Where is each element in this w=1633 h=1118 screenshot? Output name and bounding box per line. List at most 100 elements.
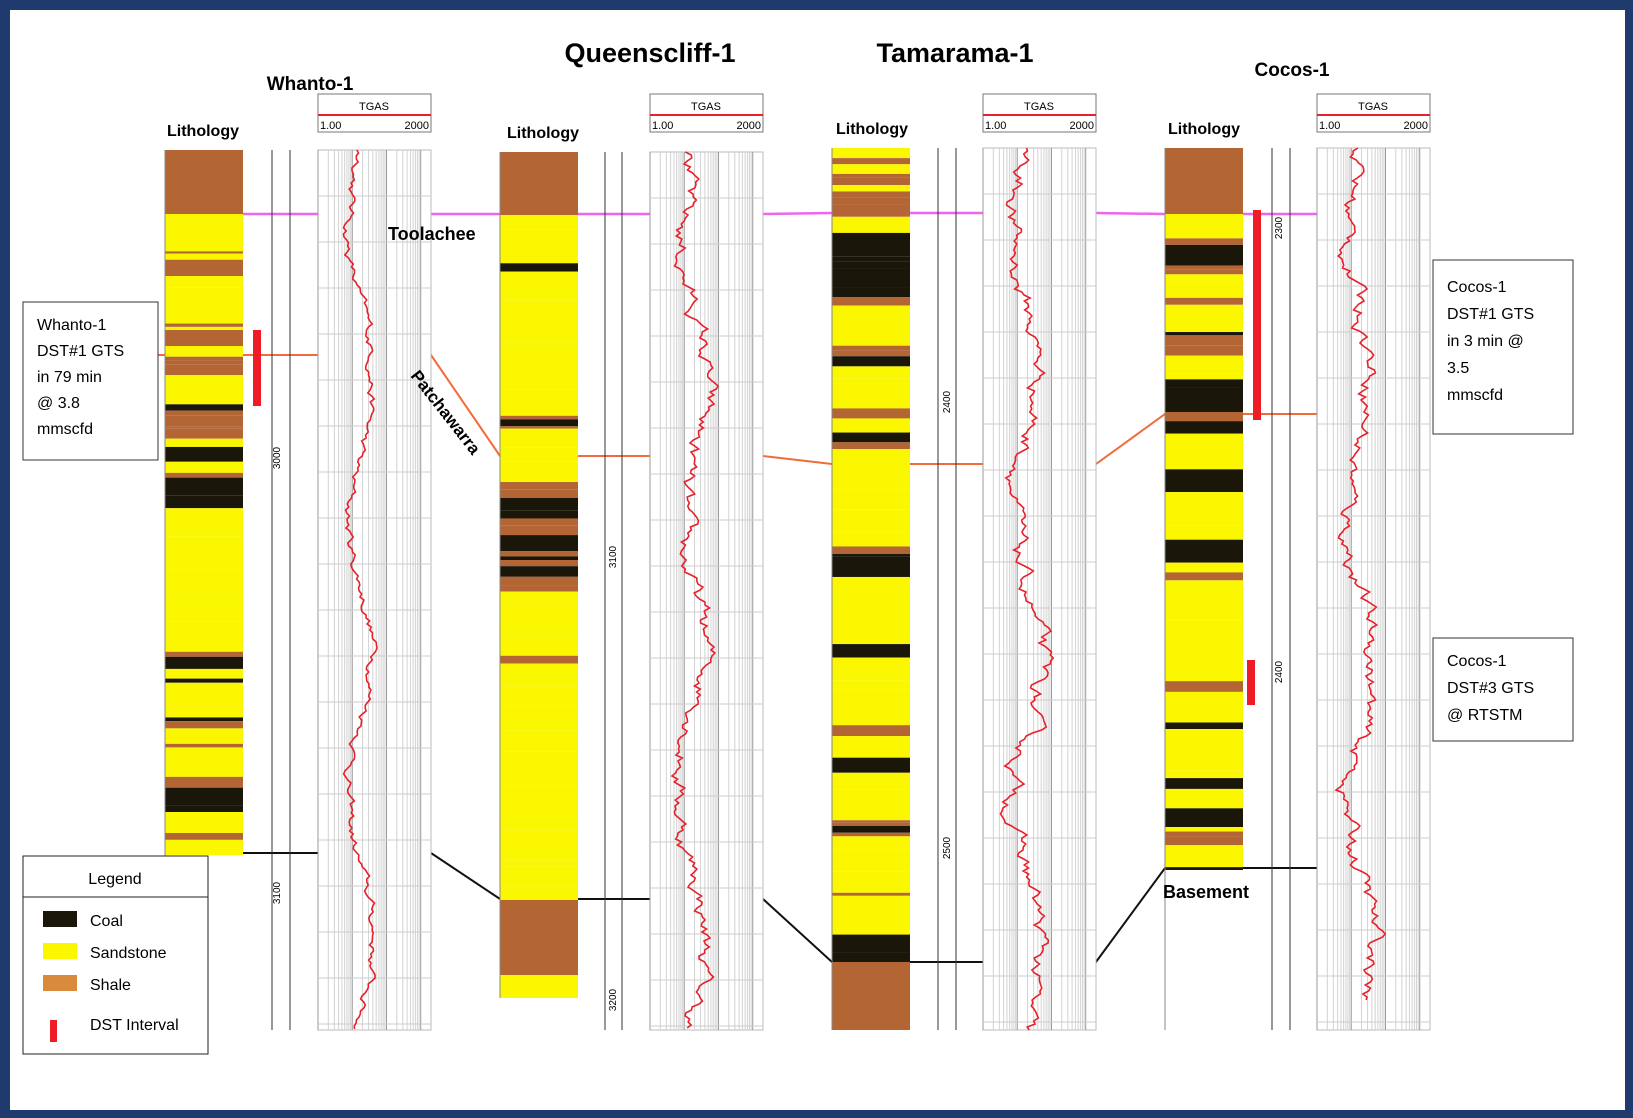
lith-bed-sand xyxy=(832,185,910,192)
lith-bed-sand xyxy=(500,591,578,605)
svg-text:Cocos-1: Cocos-1 xyxy=(1447,279,1507,296)
lith-bed-sand xyxy=(1165,281,1243,298)
lith-bed-shale xyxy=(165,743,243,748)
lith-bed-sand xyxy=(1165,827,1243,832)
lith-bed-sand xyxy=(165,461,243,473)
lith-bed-shale xyxy=(1165,572,1243,581)
svg-text:2000: 2000 xyxy=(1070,120,1094,132)
lith-bed-coal xyxy=(165,446,243,462)
lith-bed-coal xyxy=(832,757,910,773)
tgas-curve xyxy=(1334,147,1387,1001)
lith-bed-sand xyxy=(500,860,578,867)
coal-swatch xyxy=(43,911,77,927)
lithology-column xyxy=(499,152,578,998)
lith-bed-shale xyxy=(165,415,243,427)
lith-bed-coal xyxy=(165,787,243,806)
lithology-label-tamarama: Lithology xyxy=(836,121,908,138)
lithology-label-whanto: Lithology xyxy=(167,123,239,140)
lith-bed-shale xyxy=(165,360,243,365)
lith-bed-coal xyxy=(832,934,910,953)
lith-bed-shale xyxy=(1165,265,1243,270)
svg-text:1.00: 1.00 xyxy=(1319,120,1340,132)
tgas-grid xyxy=(649,151,764,1031)
lith-bed-sand xyxy=(500,300,578,343)
lith-bed-sand xyxy=(500,229,578,264)
legend-title: Legend xyxy=(88,871,141,888)
lith-bed-shale xyxy=(500,576,578,586)
lith-bed-sand xyxy=(832,305,910,346)
lith-bed-shale xyxy=(832,408,910,419)
lith-bed-shale xyxy=(165,266,243,277)
callout-cocos-dst3: Cocos-1 DST#3 GTS @ RTSTM xyxy=(1432,637,1574,742)
lith-bed-sand xyxy=(832,895,910,935)
lith-bed-shale xyxy=(832,197,910,205)
legend: Legend Coal Sandstone Shale DST Interval xyxy=(22,855,209,1055)
lith-bed-shale xyxy=(1165,836,1243,846)
lith-bed-sand xyxy=(1165,691,1243,723)
svg-text:in 79 min: in 79 min xyxy=(37,369,102,386)
lith-bed-sand xyxy=(165,668,243,679)
lith-bed-coal xyxy=(832,261,910,269)
lith-bed-sand xyxy=(165,346,243,357)
lith-bed-shale xyxy=(500,415,578,420)
dst-bar-icon xyxy=(50,1020,57,1042)
lith-bed-sand xyxy=(832,871,910,893)
lith-bed-coal xyxy=(500,510,578,519)
lith-bed-coal xyxy=(165,477,243,496)
lith-bed-coal xyxy=(165,717,243,722)
lith-bed-shale xyxy=(165,323,243,327)
dst-interval-bar xyxy=(1247,660,1255,705)
well-correlation-section: Whanto-1 Queenscliff-1 Tamarama-1 Cocos-… xyxy=(22,38,1574,1055)
lith-bed-coal xyxy=(832,287,910,298)
svg-text:3.5: 3.5 xyxy=(1447,360,1469,377)
lithology-column xyxy=(1164,148,1243,1030)
legend-item-coal: Coal xyxy=(90,913,123,930)
svg-text:TGAS: TGAS xyxy=(691,101,721,113)
lith-bed-coal xyxy=(500,556,578,561)
lith-bed-sand xyxy=(165,621,243,652)
lith-bed-sand xyxy=(500,271,578,301)
horizon-line xyxy=(165,852,1430,963)
lith-bed-coal xyxy=(832,268,910,288)
lith-bed-sand xyxy=(832,509,910,532)
lith-bed-shale xyxy=(165,251,243,254)
lith-bed-shale xyxy=(165,364,243,376)
svg-text:mmscfd: mmscfd xyxy=(37,421,93,438)
horizon-label-toolachee: Toolachee xyxy=(388,224,476,244)
svg-text:DST#1 GTS: DST#1 GTS xyxy=(1447,306,1534,323)
lith-bed-sand xyxy=(500,686,578,706)
lith-bed-sand xyxy=(500,886,578,900)
svg-text:2000: 2000 xyxy=(1404,120,1428,132)
lith-bed-sand xyxy=(500,785,578,823)
svg-text:Cocos-1: Cocos-1 xyxy=(1447,653,1507,670)
depth-label: 2400 xyxy=(942,390,953,413)
lith-bed-shale xyxy=(165,410,243,416)
well-title-cocos: Cocos-1 xyxy=(1255,60,1330,81)
lith-bed-sand xyxy=(1165,373,1243,380)
well-track-1 xyxy=(164,149,432,1031)
depth-label: 2500 xyxy=(942,836,953,859)
lith-bed-sand xyxy=(832,657,910,681)
lith-bed-sand xyxy=(165,214,243,252)
lith-bed-sand xyxy=(165,375,243,405)
lith-bed-coal xyxy=(832,256,910,262)
lith-bed-sand xyxy=(1165,214,1243,239)
lith-bed-sand xyxy=(165,594,243,622)
svg-text:@ RTSTM: @ RTSTM xyxy=(1447,707,1523,724)
lith-bed-coal xyxy=(1165,332,1243,336)
lith-bed-coal xyxy=(165,805,243,813)
svg-text:DST#3 GTS: DST#3 GTS xyxy=(1447,680,1534,697)
lith-bed-sand xyxy=(832,576,910,599)
well-title-tamarama: Tamarama-1 xyxy=(876,38,1033,68)
lith-bed-sand xyxy=(1165,637,1243,682)
lith-bed-shale xyxy=(832,173,910,178)
lith-bed-shale xyxy=(832,822,910,826)
lith-bed-shale xyxy=(832,345,910,351)
lith-bed-sand xyxy=(1165,788,1243,796)
lith-bed-sand xyxy=(500,751,578,786)
lith-bed-sand xyxy=(165,276,243,288)
lith-bed-sand xyxy=(500,342,578,362)
lith-bed-shale xyxy=(500,482,578,490)
lith-bed-sand xyxy=(1165,433,1243,470)
lith-bed-sand xyxy=(832,148,910,159)
